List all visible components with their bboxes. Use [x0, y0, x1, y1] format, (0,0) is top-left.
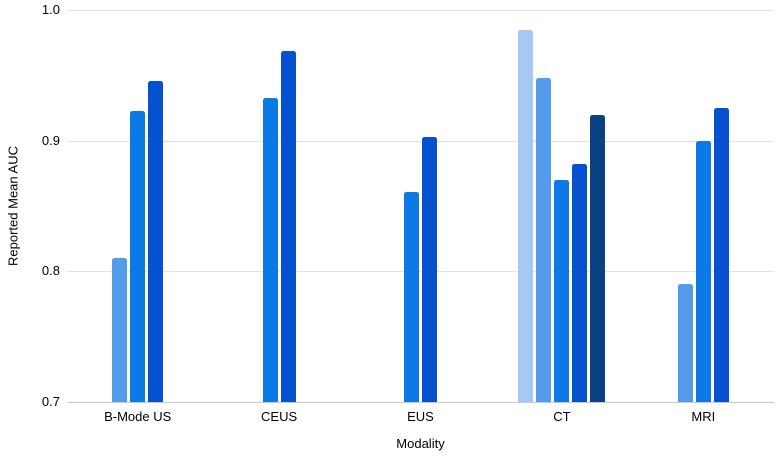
y-tick-label: 0.8	[41, 263, 60, 279]
gridline	[67, 10, 774, 11]
gridline	[67, 140, 774, 142]
bar	[262, 97, 278, 402]
x-category-label: CT	[553, 409, 571, 424]
bar	[518, 29, 534, 402]
bar	[554, 179, 570, 402]
x-axis-title: Modality	[396, 436, 445, 451]
bar	[695, 140, 711, 402]
x-category-label: CEUS	[261, 409, 298, 424]
gridline	[67, 271, 774, 273]
x-category-label: EUS	[407, 409, 434, 424]
y-tick-label: 0.7	[41, 394, 60, 409]
bar	[404, 191, 419, 402]
x-category-label: MRI	[691, 409, 716, 424]
x-category-label: B-Mode US	[104, 409, 172, 424]
bar	[713, 108, 729, 402]
x-axis-line	[67, 402, 774, 403]
bar	[590, 114, 606, 402]
y-tick-label: 1.0	[41, 2, 60, 17]
bar	[148, 80, 164, 402]
plot-area	[67, 10, 774, 403]
bar	[677, 284, 693, 402]
bar	[130, 110, 146, 402]
bar	[112, 258, 128, 402]
bar	[572, 164, 588, 402]
bar	[280, 50, 296, 402]
bar	[536, 77, 552, 402]
bar	[422, 136, 437, 402]
y-axis-title: Reported Mean AUC	[5, 146, 21, 266]
y-tick-label: 0.9	[41, 132, 60, 148]
